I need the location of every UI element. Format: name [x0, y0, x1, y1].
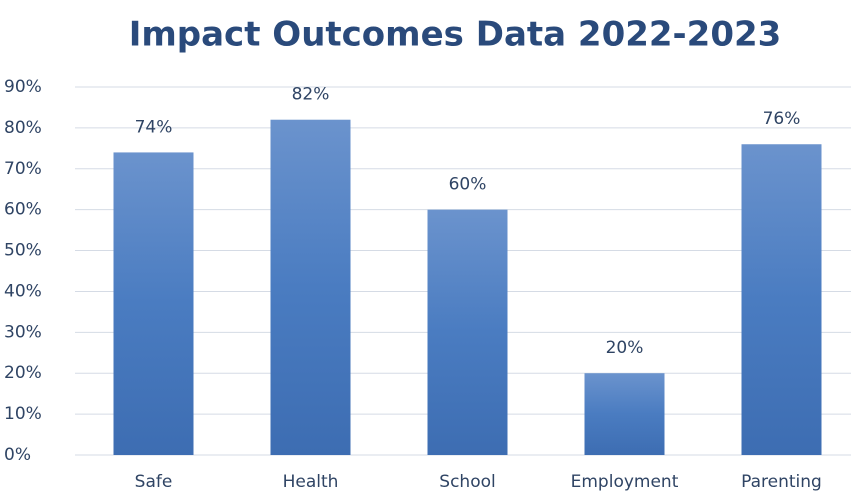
x-tick-label: Safe	[135, 472, 173, 492]
chart-title: Impact Outcomes Data 2022-2023	[129, 15, 782, 55]
y-tick-label: 50%	[4, 241, 42, 261]
y-tick-label: 40%	[4, 281, 42, 301]
x-tick-label: Parenting	[741, 472, 822, 492]
x-tick-label: Employment	[571, 472, 679, 492]
y-tick-label: 10%	[4, 404, 42, 424]
bar	[270, 119, 351, 455]
y-tick-label: 0%	[4, 445, 31, 465]
y-tick-label: 30%	[4, 322, 42, 342]
bar	[741, 144, 822, 455]
bar	[584, 373, 665, 455]
x-tick-label: Health	[283, 472, 339, 492]
bar	[113, 152, 194, 455]
value-label: 82%	[292, 85, 330, 105]
y-tick-label: 60%	[4, 200, 42, 220]
y-tick-label: 80%	[4, 118, 42, 138]
value-label: 76%	[763, 109, 801, 129]
y-tick-label: 90%	[4, 77, 42, 97]
y-tick-label: 20%	[4, 363, 42, 383]
y-tick-label: 70%	[4, 159, 42, 179]
value-label: 60%	[449, 175, 487, 195]
bar	[427, 209, 508, 455]
value-label: 20%	[606, 338, 644, 358]
x-tick-label: School	[439, 472, 495, 492]
value-label: 74%	[135, 117, 173, 137]
